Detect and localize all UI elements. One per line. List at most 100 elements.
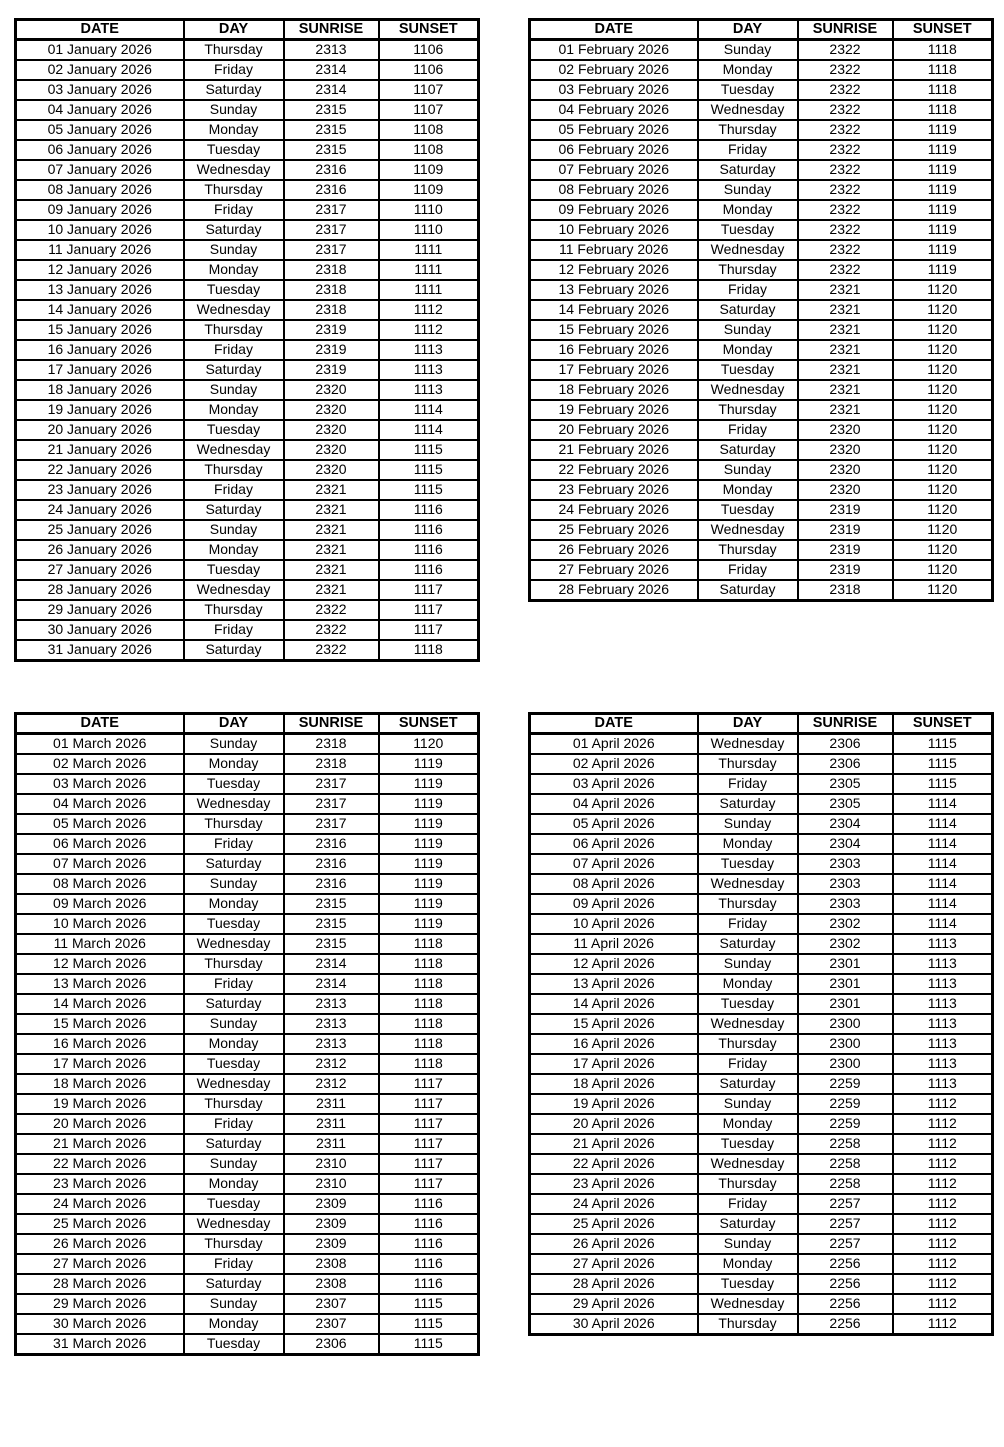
table-row: 23 February 2026 Monday 2320 1120 (528, 479, 994, 501)
day-cell: Sunday (182, 732, 285, 755)
sunset-cell: 1114 (891, 813, 994, 835)
day-cell: Friday (696, 1193, 799, 1215)
table-row: 25 January 2026 Sunday 2321 1116 (14, 519, 480, 541)
day-cell: Tuesday (696, 219, 799, 241)
date-cell: 12 February 2026 (528, 259, 699, 281)
sunset-cell: 1116 (377, 1233, 480, 1255)
sunset-cell: 1119 (377, 873, 480, 895)
table-row: 20 February 2026 Friday 2320 1120 (528, 419, 994, 441)
date-cell: 19 February 2026 (528, 399, 699, 421)
date-cell: 13 February 2026 (528, 279, 699, 301)
date-cell: 07 February 2026 (528, 159, 699, 181)
day-cell: Tuesday (182, 419, 285, 441)
table-row: 30 January 2026 Friday 2322 1117 (14, 619, 480, 641)
day-cell: Sunday (182, 1293, 285, 1315)
sunset-cell: 1120 (891, 359, 994, 381)
table-row: 16 February 2026 Monday 2321 1120 (528, 339, 994, 361)
date-cell: 10 March 2026 (14, 913, 185, 935)
table-row: 18 January 2026 Sunday 2320 1113 (14, 379, 480, 401)
day-cell: Tuesday (182, 1053, 285, 1075)
sunrise-cell: 2321 (282, 499, 380, 521)
sunrise-cell: 2317 (282, 773, 380, 795)
date-cell: 28 April 2026 (528, 1273, 699, 1295)
table-row: 29 March 2026 Sunday 2307 1115 (14, 1293, 480, 1315)
sunset-cell: 1119 (891, 259, 994, 281)
day-cell: Saturday (696, 793, 799, 815)
day-cell: Monday (696, 479, 799, 501)
day-cell: Wednesday (182, 439, 285, 461)
table-row: 05 January 2026 Monday 2315 1108 (14, 119, 480, 141)
table-row: 22 March 2026 Sunday 2310 1117 (14, 1153, 480, 1175)
sunset-cell: 1114 (891, 833, 994, 855)
date-cell: 17 March 2026 (14, 1053, 185, 1075)
date-cell: 29 April 2026 (528, 1293, 699, 1315)
table-row: 03 February 2026 Tuesday 2322 1118 (528, 79, 994, 101)
sunrise-sunset-table-january: DATE DAY SUNRISE SUNSET 01 January 2026 Thur… (14, 18, 480, 662)
sunrise-cell: 2321 (796, 279, 894, 301)
date-cell: 29 March 2026 (14, 1293, 185, 1315)
sunrise-cell: 2320 (796, 439, 894, 461)
day-cell: Thursday (182, 1093, 285, 1115)
sunrise-cell: 2322 (282, 619, 380, 641)
sunrise-cell: 2321 (796, 379, 894, 401)
table-row: 21 February 2026 Saturday 2320 1120 (528, 439, 994, 461)
sunset-cell: 1112 (891, 1133, 994, 1155)
sunset-cell: 1120 (891, 279, 994, 301)
date-cell: 12 March 2026 (14, 953, 185, 975)
sunrise-cell: 2315 (282, 139, 380, 161)
table-row: 09 March 2026 Monday 2315 1119 (14, 893, 480, 915)
date-cell: 13 January 2026 (14, 279, 185, 301)
date-cell: 19 April 2026 (528, 1093, 699, 1115)
sunrise-cell: 2305 (796, 793, 894, 815)
day-cell: Tuesday (696, 79, 799, 101)
sunrise-sunset-table-march: DATE DAY SUNRISE SUNSET 01 March 2026 Sunday… (14, 712, 480, 1356)
table-row: 09 January 2026 Friday 2317 1110 (14, 199, 480, 221)
sunrise-cell: 2316 (282, 179, 380, 201)
day-cell: Wednesday (182, 793, 285, 815)
sunset-cell: 1114 (891, 793, 994, 815)
date-cell: 15 April 2026 (528, 1013, 699, 1035)
sunrise-cell: 2317 (282, 793, 380, 815)
column-header: SUNRISE (282, 712, 380, 735)
sunrise-cell: 2258 (796, 1153, 894, 1175)
table-row: 30 April 2026 Thursday 2256 1112 (528, 1313, 994, 1336)
table-row: 08 March 2026 Sunday 2316 1119 (14, 873, 480, 895)
sunrise-cell: 2257 (796, 1213, 894, 1235)
day-cell: Friday (182, 59, 285, 81)
date-cell: 21 April 2026 (528, 1133, 699, 1155)
table-row: 14 April 2026 Tuesday 2301 1113 (528, 993, 994, 1015)
table-row: 13 January 2026 Tuesday 2318 1111 (14, 279, 480, 301)
table-row: 19 February 2026 Thursday 2321 1120 (528, 399, 994, 421)
sunset-cell: 1106 (377, 38, 480, 61)
table-row: 26 January 2026 Monday 2321 1116 (14, 539, 480, 561)
date-cell: 25 February 2026 (528, 519, 699, 541)
sunset-cell: 1118 (377, 1013, 480, 1035)
sunset-cell: 1117 (377, 1153, 480, 1175)
sunset-cell: 1113 (891, 953, 994, 975)
column-header: DATE (14, 712, 185, 735)
table-row: 10 January 2026 Saturday 2317 1110 (14, 219, 480, 241)
day-cell: Monday (182, 1033, 285, 1055)
sunset-cell: 1112 (891, 1313, 994, 1336)
date-cell: 07 March 2026 (14, 853, 185, 875)
day-cell: Monday (182, 399, 285, 421)
table-row: 23 March 2026 Monday 2310 1117 (14, 1173, 480, 1195)
table-row: 07 March 2026 Saturday 2316 1119 (14, 853, 480, 875)
sunrise-cell: 2321 (282, 519, 380, 541)
table-row: 01 February 2026 Sunday 2322 1118 (528, 38, 994, 61)
date-cell: 14 April 2026 (528, 993, 699, 1015)
sunset-cell: 1113 (891, 933, 994, 955)
table-row: 26 February 2026 Thursday 2319 1120 (528, 539, 994, 561)
sunrise-cell: 2315 (282, 913, 380, 935)
table-row: 28 April 2026 Tuesday 2256 1112 (528, 1273, 994, 1295)
sunset-cell: 1116 (377, 1193, 480, 1215)
table-row: 02 January 2026 Friday 2314 1106 (14, 59, 480, 81)
table-row: 25 April 2026 Saturday 2257 1112 (528, 1213, 994, 1235)
sunrise-cell: 2316 (282, 833, 380, 855)
table-row: 07 January 2026 Wednesday 2316 1109 (14, 159, 480, 181)
table-row: 29 April 2026 Wednesday 2256 1112 (528, 1293, 994, 1315)
table-row: 19 January 2026 Monday 2320 1114 (14, 399, 480, 421)
table-row: 02 April 2026 Thursday 2306 1115 (528, 753, 994, 775)
table-row: 26 April 2026 Sunday 2257 1112 (528, 1233, 994, 1255)
day-cell: Sunday (182, 379, 285, 401)
